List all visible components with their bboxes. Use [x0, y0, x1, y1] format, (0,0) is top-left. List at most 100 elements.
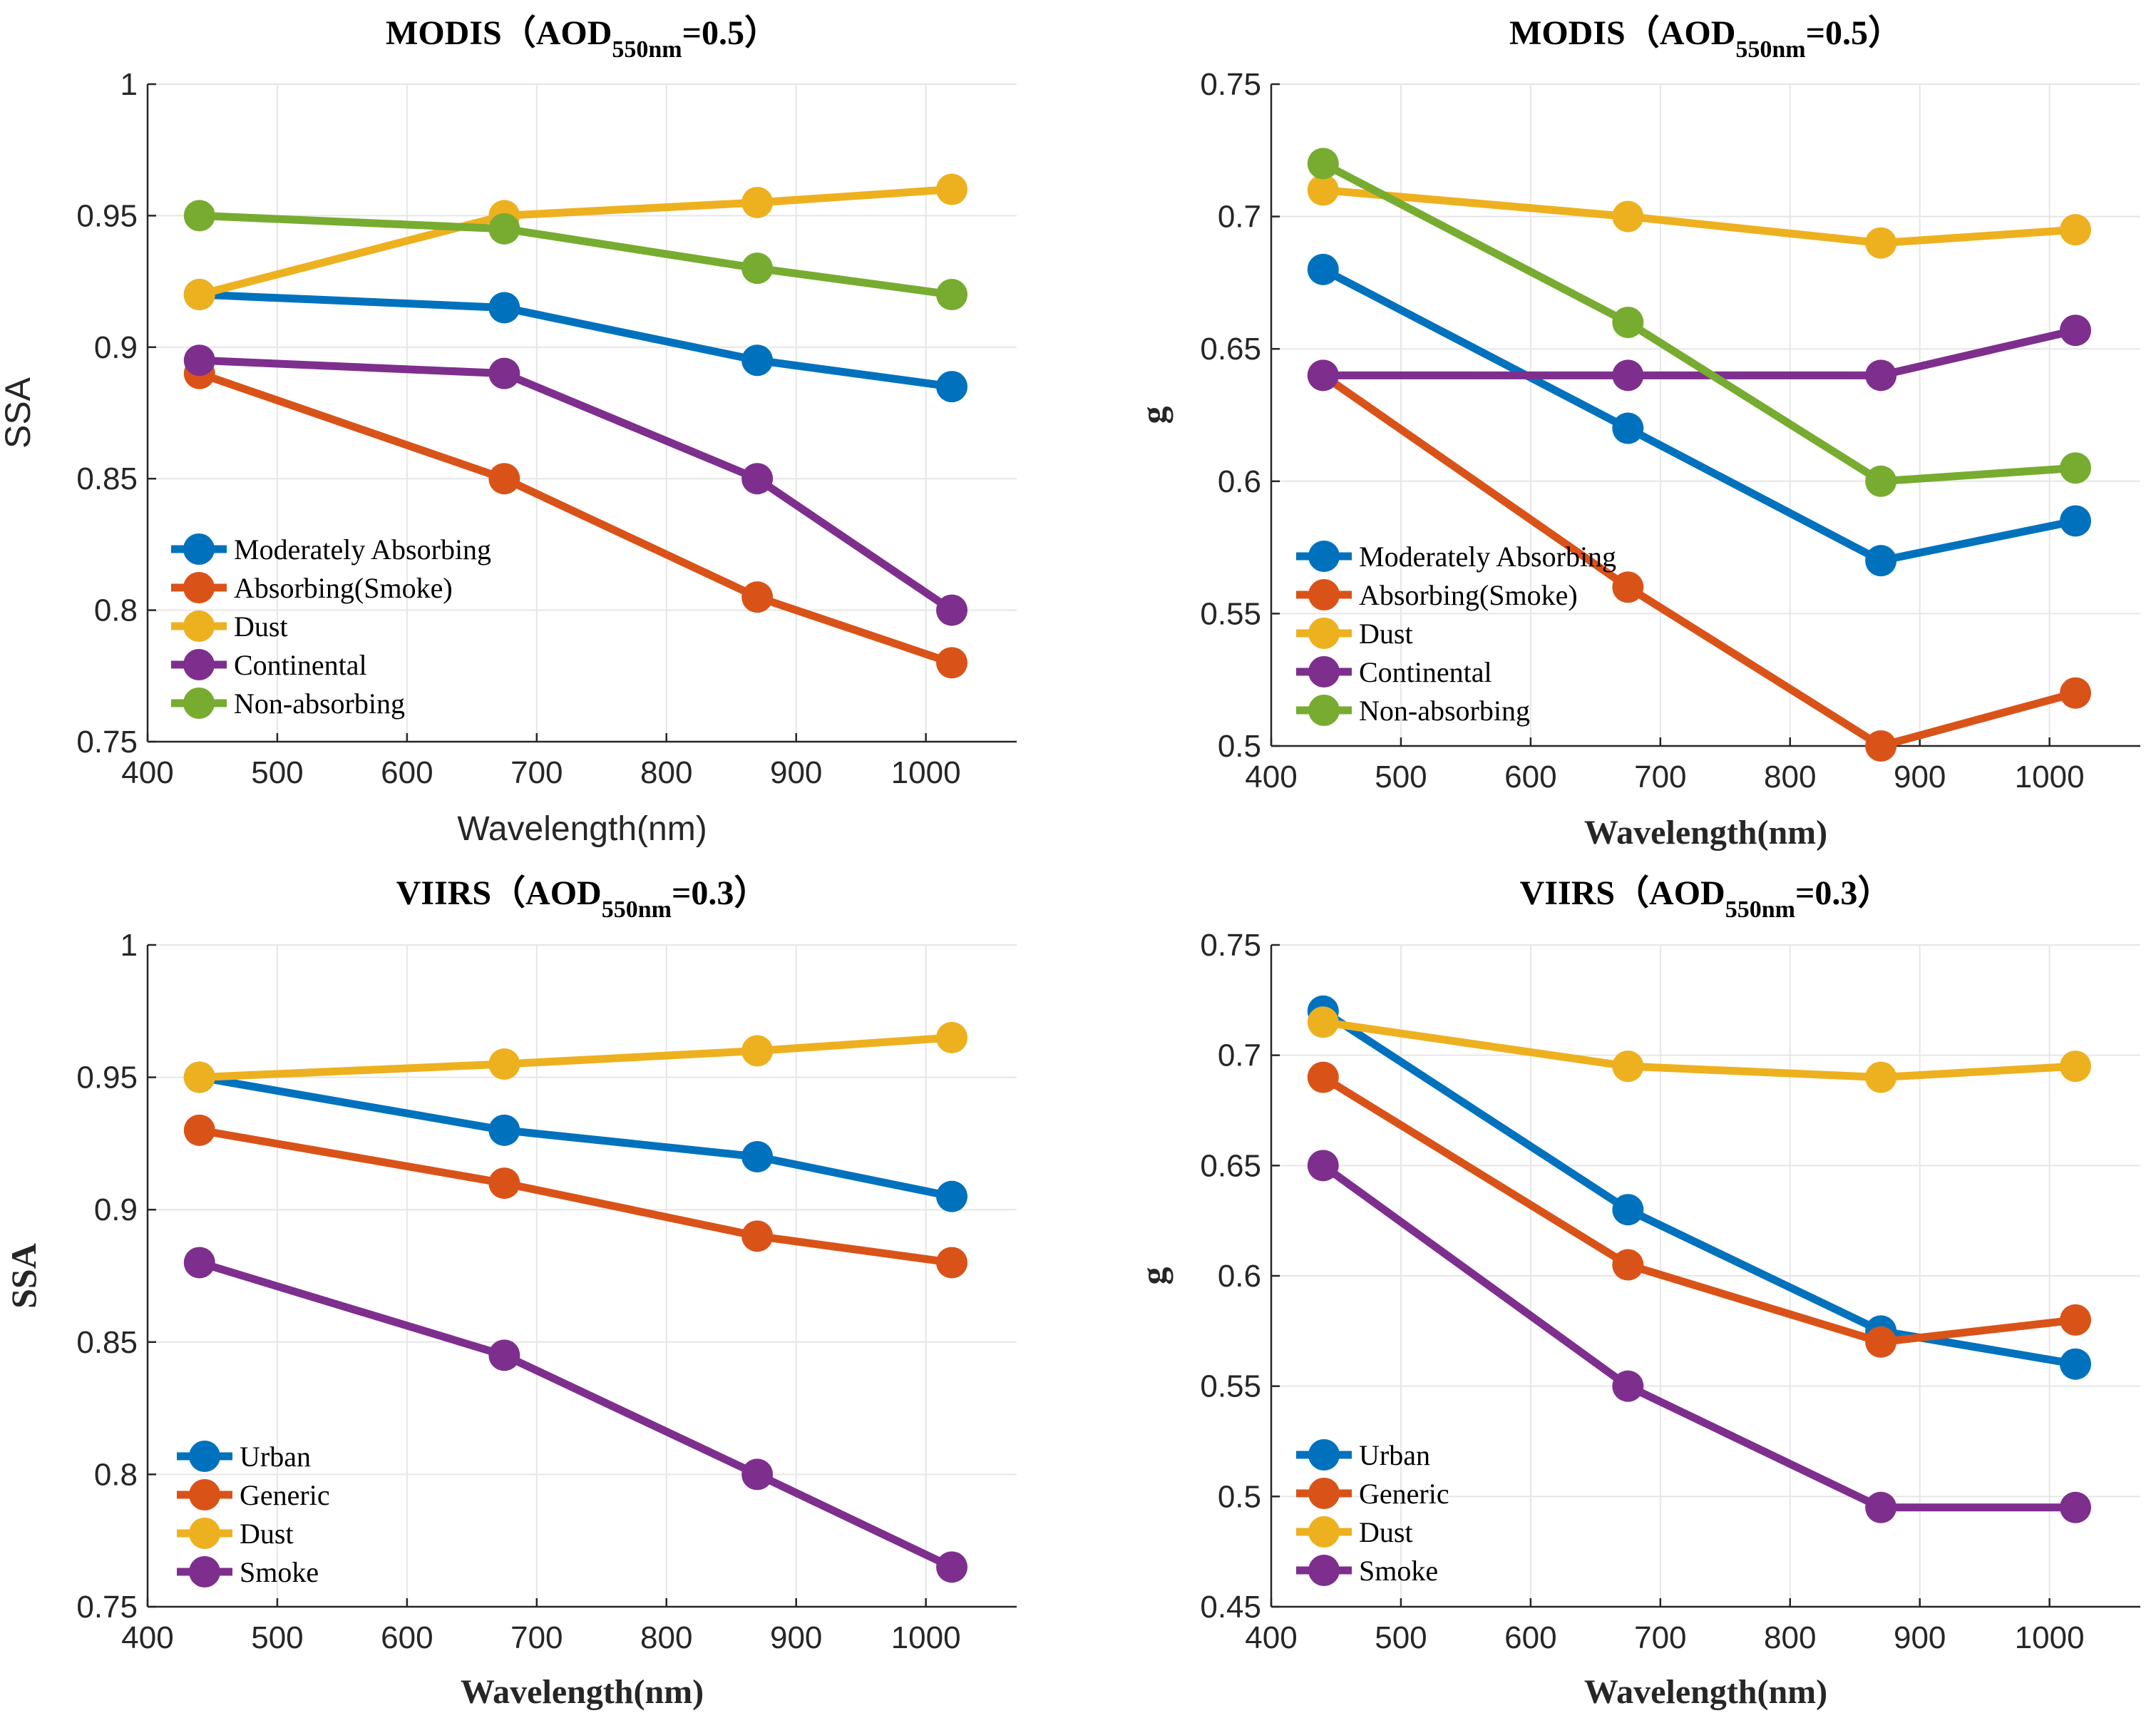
- legend-label: Continental: [234, 649, 367, 681]
- chart-title-end: =0.5）: [682, 14, 779, 52]
- data-point: [1307, 1150, 1339, 1182]
- x-axis-label: Wavelength(nm): [1584, 1673, 1827, 1711]
- data-point: [1865, 1491, 1897, 1523]
- y-tick-label: 0.5: [1218, 1479, 1261, 1514]
- series-urban: [1307, 995, 2092, 1380]
- legend-marker: [1308, 1439, 1340, 1471]
- data-point: [183, 279, 215, 311]
- y-tick-label: 0.55: [1200, 1369, 1261, 1404]
- x-tick-label: 500: [1375, 760, 1427, 794]
- data-point: [1612, 1370, 1644, 1402]
- series-absorbing-smoke-: [183, 357, 968, 679]
- x-axis-label: Wavelength(nm): [457, 810, 707, 848]
- legend-marker: [1308, 541, 1340, 572]
- y-axis-label: SSA: [0, 377, 38, 449]
- legend-marker: [1308, 656, 1340, 687]
- legend-label: Moderately Absorbing: [234, 533, 491, 566]
- data-point: [741, 581, 774, 613]
- y-tick-label: 0.5: [1218, 729, 1261, 764]
- data-point: [2060, 505, 2092, 537]
- series-line: [1322, 1018, 2076, 1082]
- x-tick-label: 600: [1504, 760, 1556, 794]
- y-axis-label: g: [1134, 407, 1174, 424]
- data-point: [1865, 227, 1897, 259]
- y-axis-label: SSA: [4, 1243, 43, 1309]
- y-tick-label: 0.75: [1200, 67, 1261, 102]
- y-tick-label: 0.7: [1218, 1038, 1261, 1073]
- y-tick-label: 0.8: [94, 1457, 138, 1492]
- data-point: [488, 1167, 520, 1200]
- series-continental: [1307, 315, 2092, 392]
- x-tick-label: 700: [510, 755, 563, 790]
- y-axis-label: g: [1134, 1267, 1174, 1285]
- x-tick-label: 500: [251, 755, 303, 790]
- data-point: [936, 594, 968, 626]
- data-point: [2060, 214, 2092, 246]
- data-point: [488, 463, 520, 495]
- legend-marker: [1308, 579, 1340, 610]
- series-line: [197, 369, 953, 667]
- chart-title-main: VIIRS（AOD: [396, 874, 602, 912]
- legend-label: Continental: [1359, 656, 1492, 688]
- legend-marker: [183, 533, 215, 565]
- data-point: [1612, 359, 1644, 392]
- chart-title: VIIRS（AOD550nm=0.3）: [1520, 874, 1892, 923]
- x-tick-label: 1000: [2015, 1620, 2085, 1655]
- series-line: [1320, 1073, 2076, 1346]
- data-point: [2060, 1050, 2092, 1083]
- series-line: [1320, 372, 2077, 750]
- chart-panel-3: 400 500 600 700 800 900 1000 0.75 0.8 0.85 0.9 0.95…: [4, 874, 1017, 1711]
- series-line: [1320, 1008, 2076, 1369]
- data-point: [183, 1061, 215, 1093]
- x-tick-label: 900: [1894, 1620, 1946, 1655]
- data-point: [2060, 452, 2092, 484]
- data-point: [1307, 253, 1339, 285]
- chart-title-end: =0.3）: [672, 874, 768, 912]
- series-line: [199, 290, 953, 391]
- series-line: [1320, 1162, 2076, 1512]
- legend-label: Urban: [240, 1441, 311, 1473]
- x-tick-label: 900: [1894, 760, 1946, 794]
- legend-marker: [189, 1479, 220, 1510]
- y-tick-label: 1: [120, 67, 138, 102]
- series-dust: [183, 1021, 968, 1093]
- data-point: [183, 344, 215, 377]
- y-tick-label: 0.9: [94, 1192, 138, 1227]
- data-point: [488, 1339, 520, 1371]
- x-axis-label: Wavelength(nm): [1584, 814, 1827, 852]
- legend-label: Absorbing(Smoke): [234, 572, 453, 604]
- chart-title-main: VIIRS（AOD: [1520, 874, 1725, 912]
- legend-label: Generic: [1359, 1478, 1449, 1510]
- series-smoke: [183, 1247, 968, 1583]
- series-line: [1323, 326, 2077, 379]
- x-tick-label: 400: [1245, 760, 1297, 794]
- x-tick-label: 800: [640, 1620, 692, 1655]
- data-point: [741, 1458, 774, 1491]
- data-point: [2060, 1304, 2092, 1336]
- data-point: [1307, 1061, 1339, 1093]
- series-line: [1323, 186, 2076, 247]
- data-point: [936, 1021, 968, 1053]
- data-point: [936, 647, 968, 679]
- series-line: [199, 356, 955, 614]
- data-point: [741, 1220, 774, 1252]
- chart-title-main: MODIS（AOD: [386, 14, 612, 52]
- data-point: [1612, 1249, 1644, 1281]
- data-point: [2060, 677, 2092, 709]
- data-point: [488, 213, 520, 245]
- chart-title-subscript: 550nm: [602, 896, 672, 923]
- chart-title: MODIS（AOD550nm=0.5）: [1509, 14, 1902, 63]
- data-point: [936, 1551, 968, 1583]
- legend-label: Non-absorbing: [1359, 695, 1530, 727]
- series-line: [199, 211, 953, 299]
- series-non-absorbing: [1307, 148, 2092, 497]
- y-tick-label: 0.95: [76, 198, 138, 233]
- data-point: [1612, 1050, 1644, 1083]
- x-tick-label: 1000: [891, 755, 961, 790]
- legend-marker: [183, 572, 215, 603]
- data-point: [2060, 1491, 2092, 1523]
- legend-marker: [1308, 1516, 1340, 1548]
- data-point: [741, 1140, 774, 1172]
- legend-marker: [1308, 1478, 1340, 1509]
- legend: Urban Generic Dust Smoke: [177, 1441, 330, 1588]
